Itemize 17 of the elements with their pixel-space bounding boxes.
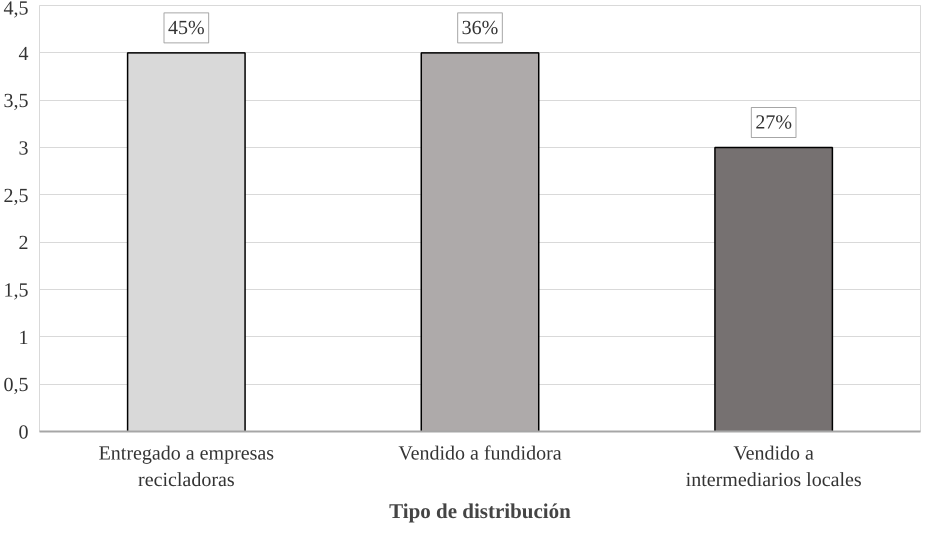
y-tick-label: 2,5 [4,184,28,207]
x-tick-label: Entregado a empresas recicladoras [98,442,274,491]
y-tick-label: 4,5 [4,0,28,20]
y-tick-label: 3,5 [4,90,28,112]
y-tick-label: 3 [18,138,28,160]
x-axis-title: Tipo de distribución [389,498,572,523]
x-tick-label: Vendido a fundidora [398,442,562,464]
y-tick-label: 1 [18,326,28,349]
y-tick-label: 1,5 [4,280,28,302]
annotation: 27% [755,112,792,134]
y-tick-label: 0,5 [4,374,28,396]
annotation: 36% [462,16,498,39]
y-tick-label: 0 [18,422,28,444]
annotation: 45% [168,16,205,39]
y-tick-label: 2 [18,232,28,254]
y-tick-label: 4 [18,42,28,65]
x-tick-label: Vendido a intermediarios locales [686,442,862,491]
